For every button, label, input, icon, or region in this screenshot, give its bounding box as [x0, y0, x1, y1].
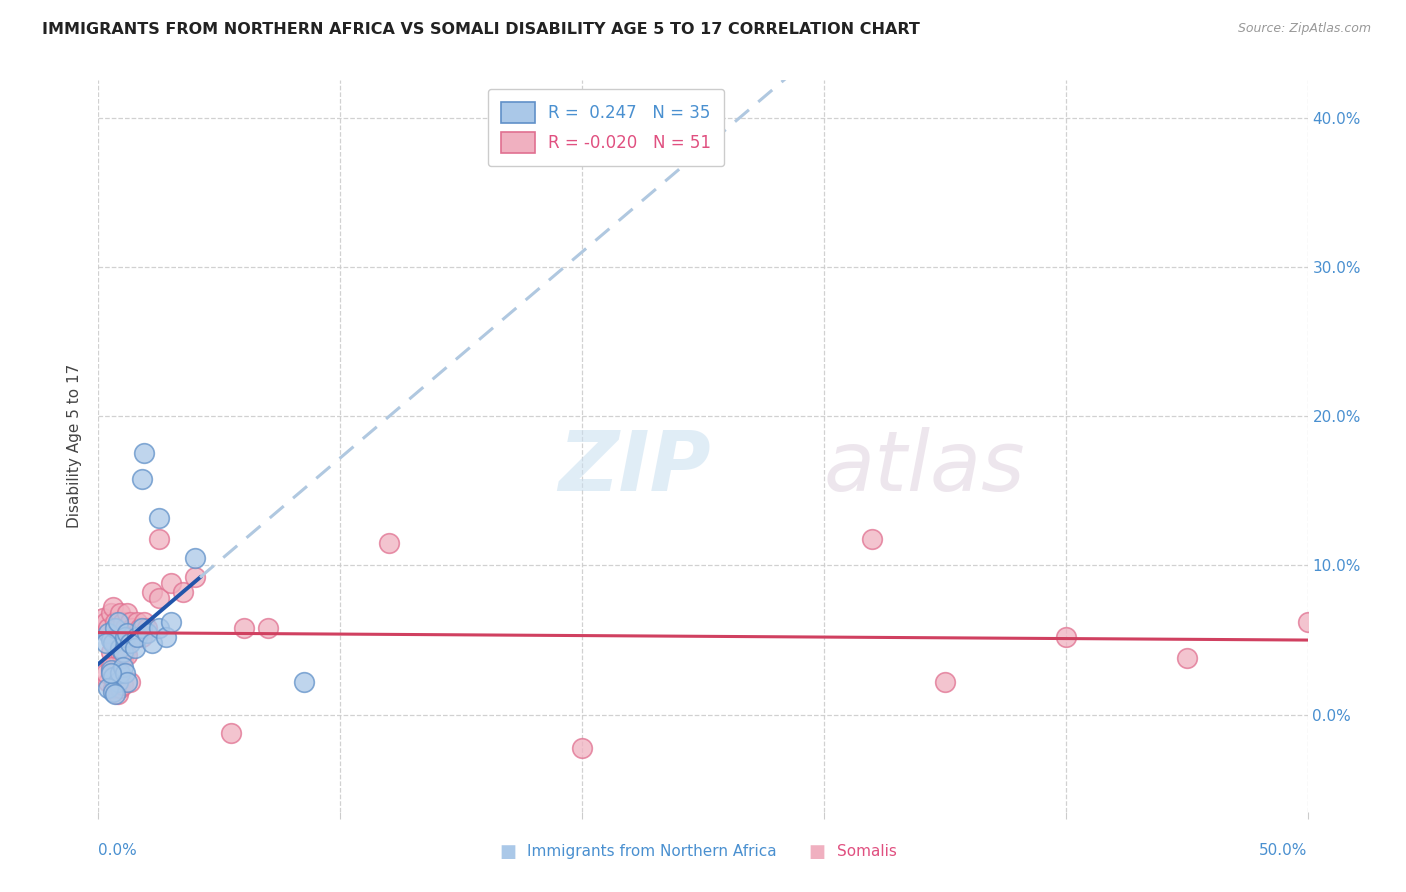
Point [134, 446, 156, 460]
Point [127, 630, 149, 644]
Point [571, 740, 593, 755]
Point [104, 687, 127, 701]
Point [1175, 651, 1198, 665]
Point [148, 510, 170, 524]
Text: 50.0%: 50.0% [1260, 843, 1308, 858]
Point [108, 665, 131, 680]
Point [107, 615, 129, 629]
Point [97, 621, 120, 635]
Y-axis label: Disability Age 5 to 17: Disability Age 5 to 17 [67, 364, 83, 528]
Point [134, 615, 156, 629]
Point [108, 640, 131, 655]
Point [256, 621, 278, 635]
Point [860, 532, 883, 546]
Point [108, 606, 131, 620]
Point [117, 674, 139, 689]
Text: ■: ■ [499, 843, 516, 861]
Point [107, 621, 129, 635]
Point [148, 532, 170, 546]
Point [117, 625, 139, 640]
Point [131, 630, 153, 644]
Point [104, 621, 127, 635]
Point [108, 645, 131, 659]
Point [111, 660, 134, 674]
Point [232, 621, 254, 635]
Point [292, 674, 315, 689]
Point [128, 621, 150, 635]
Point [111, 615, 134, 629]
Point [111, 678, 134, 692]
Point [100, 633, 122, 648]
Point [155, 630, 177, 644]
Point [118, 636, 141, 650]
Point [135, 625, 157, 640]
Point [160, 615, 183, 629]
Text: ZIP: ZIP [558, 427, 710, 508]
Point [100, 665, 122, 680]
Point [111, 645, 134, 659]
Point [184, 570, 207, 584]
Point [100, 645, 122, 659]
Point [131, 621, 153, 635]
Point [141, 585, 163, 599]
Point [107, 687, 129, 701]
Point [97, 674, 120, 689]
Point [101, 670, 124, 684]
Point [97, 625, 120, 640]
Text: Somalis: Somalis [837, 845, 897, 859]
Point [114, 645, 136, 659]
Point [104, 615, 127, 629]
Point [107, 648, 129, 662]
Point [101, 681, 124, 695]
Point [148, 591, 170, 606]
Point [94, 636, 117, 650]
Point [117, 606, 139, 620]
Point [91, 610, 114, 624]
Point [94, 615, 117, 629]
Point [121, 621, 143, 635]
Text: ■: ■ [808, 843, 825, 861]
Point [101, 600, 124, 615]
Point [94, 665, 117, 680]
Point [111, 651, 134, 665]
Point [1296, 615, 1319, 629]
Point [172, 585, 194, 599]
Text: Immigrants from Northern Africa: Immigrants from Northern Africa [527, 845, 778, 859]
Point [101, 685, 124, 699]
Point [131, 472, 153, 486]
Point [135, 621, 157, 635]
Point [114, 665, 136, 680]
Point [1054, 630, 1077, 644]
Point [114, 621, 136, 635]
Point [108, 681, 131, 695]
Point [221, 725, 243, 739]
Point [160, 576, 183, 591]
Text: 0.0%: 0.0% [98, 843, 138, 858]
Text: IMMIGRANTS FROM NORTHERN AFRICA VS SOMALI DISABILITY AGE 5 TO 17 CORRELATION CHA: IMMIGRANTS FROM NORTHERN AFRICA VS SOMAL… [42, 22, 920, 37]
Point [127, 615, 149, 629]
Point [100, 663, 122, 677]
Point [114, 630, 136, 644]
Text: atlas: atlas [824, 427, 1025, 508]
Point [97, 681, 120, 695]
Point [124, 640, 146, 655]
Point [141, 636, 163, 650]
Point [101, 636, 124, 650]
Point [100, 606, 122, 620]
Point [118, 615, 141, 629]
Point [118, 674, 141, 689]
Point [124, 630, 146, 644]
Point [117, 648, 139, 662]
Point [148, 621, 170, 635]
Point [934, 674, 956, 689]
Point [104, 636, 127, 650]
Legend: R =  0.247   N = 35, R = -0.020   N = 51: R = 0.247 N = 35, R = -0.020 N = 51 [488, 88, 724, 167]
Point [107, 674, 129, 689]
Point [377, 536, 399, 550]
Point [100, 660, 122, 674]
Point [184, 551, 207, 566]
Point [104, 678, 127, 692]
Text: Source: ZipAtlas.com: Source: ZipAtlas.com [1237, 22, 1371, 36]
